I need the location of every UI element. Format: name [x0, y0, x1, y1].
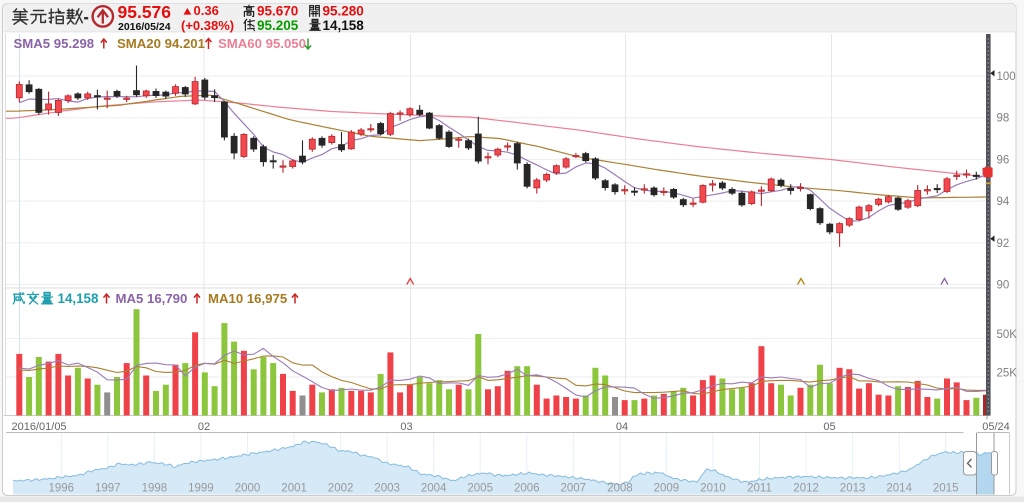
svg-text:2001: 2001	[281, 483, 307, 495]
svg-text:100: 100	[997, 71, 1016, 83]
svg-text:03: 03	[400, 421, 412, 433]
svg-text:1997: 1997	[95, 483, 121, 495]
svg-text:14,158: 14,158	[323, 18, 365, 33]
svg-text:2002: 2002	[328, 483, 354, 495]
svg-text:SMA60 95.050: SMA60 95.050	[218, 36, 306, 51]
svg-text:2005: 2005	[467, 483, 493, 495]
svg-text:2004: 2004	[421, 483, 447, 495]
svg-text:0.36: 0.36	[194, 3, 219, 18]
svg-text:92: 92	[997, 238, 1010, 250]
svg-text:98: 98	[997, 113, 1010, 125]
svg-text:90: 90	[997, 280, 1010, 292]
svg-text:MA5 16,790: MA5 16,790	[116, 291, 188, 306]
svg-text:2003: 2003	[374, 483, 400, 495]
svg-text:SMA5 95.298: SMA5 95.298	[14, 36, 95, 51]
svg-text:96: 96	[997, 154, 1010, 166]
svg-text:94: 94	[997, 196, 1010, 208]
svg-text:(+0.38%): (+0.38%)	[181, 18, 234, 33]
svg-text:95.205: 95.205	[257, 18, 299, 33]
svg-text:2016/05/24: 2016/05/24	[118, 21, 171, 33]
svg-text:50K: 50K	[997, 329, 1018, 341]
svg-text:95.576: 95.576	[118, 2, 172, 22]
svg-text:2010: 2010	[700, 483, 726, 495]
svg-text:2009: 2009	[654, 483, 680, 495]
svg-text:2014: 2014	[886, 483, 912, 495]
svg-text:14,158: 14,158	[58, 291, 100, 306]
svg-text:2006: 2006	[514, 483, 540, 495]
svg-text:25K: 25K	[997, 368, 1018, 380]
svg-text:04: 04	[616, 421, 628, 433]
svg-text:95.280: 95.280	[323, 4, 364, 19]
svg-text:2011: 2011	[747, 483, 772, 495]
svg-text:SMA20 94.201: SMA20 94.201	[117, 36, 205, 51]
svg-text:02: 02	[198, 421, 210, 433]
svg-text:95.670: 95.670	[257, 4, 298, 19]
svg-text:2012: 2012	[793, 483, 819, 495]
svg-text:2000: 2000	[235, 483, 261, 495]
svg-text:05/24: 05/24	[982, 421, 1010, 433]
svg-text:2015: 2015	[933, 483, 959, 495]
svg-text:2016/01/05: 2016/01/05	[12, 421, 67, 433]
svg-text:2007: 2007	[561, 483, 587, 495]
svg-text:05: 05	[823, 421, 835, 433]
svg-text:2008: 2008	[607, 483, 633, 495]
svg-text:2013: 2013	[840, 483, 866, 495]
svg-text:1999: 1999	[188, 483, 214, 495]
svg-text:1996: 1996	[49, 483, 75, 495]
svg-text:1998: 1998	[142, 483, 168, 495]
svg-text:MA10 16,975: MA10 16,975	[208, 291, 287, 306]
